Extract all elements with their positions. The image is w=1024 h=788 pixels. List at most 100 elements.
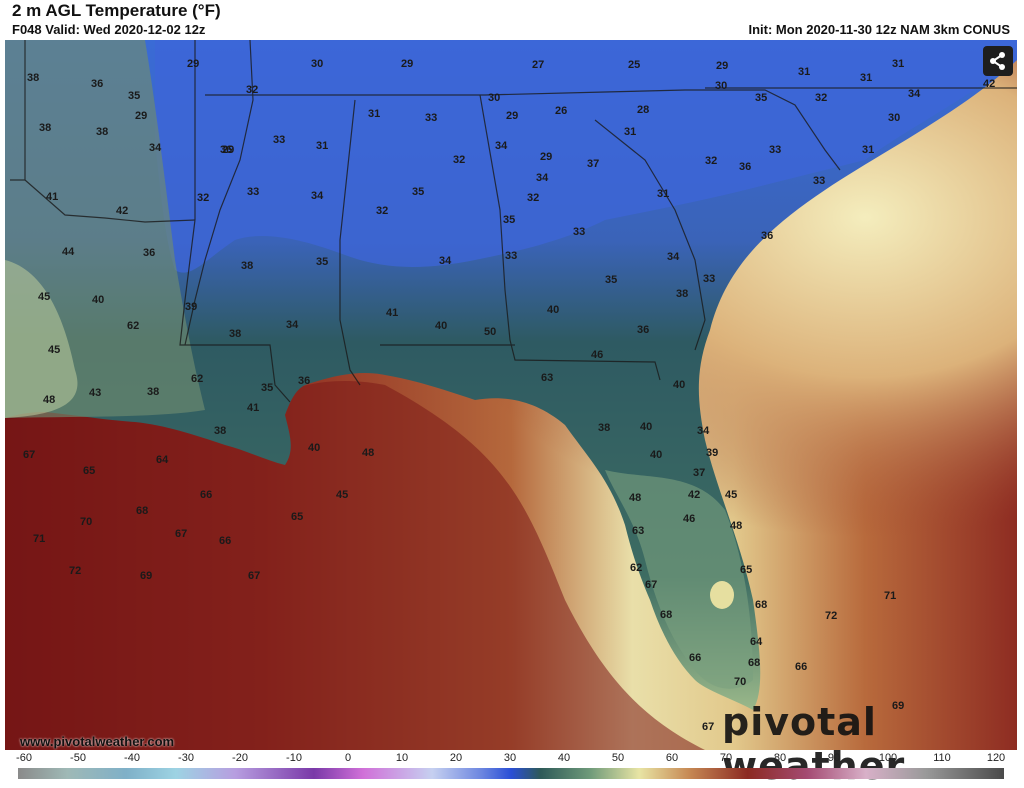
temperature-value: 38	[27, 72, 39, 84]
temperature-value: 48	[629, 492, 641, 504]
temperature-value: 35	[503, 214, 515, 226]
temperature-value: 34	[667, 251, 680, 263]
temperature-value: 33	[769, 144, 781, 156]
legend-tick: -20	[232, 752, 248, 764]
temperature-value: 29	[222, 144, 234, 156]
temperature-value: 45	[38, 291, 50, 303]
temperature-value: 40	[435, 320, 447, 332]
temperature-value: 38	[598, 422, 610, 434]
temperature-value: 33	[573, 226, 585, 238]
legend-tick: 0	[344, 752, 352, 764]
temperature-value: 67	[702, 721, 714, 733]
temperature-value: 31	[860, 72, 872, 84]
temperature-value: 32	[197, 192, 209, 204]
temperature-value: 31	[798, 66, 810, 78]
temperature-value: 67	[175, 528, 187, 540]
legend-tick: 30	[503, 752, 517, 764]
temperature-value: 42	[116, 205, 128, 217]
temperature-value: 31	[892, 58, 904, 70]
temperature-value: 66	[795, 661, 807, 673]
legend-tick: -50	[70, 752, 86, 764]
temperature-value: 68	[748, 657, 760, 669]
temperature-value: 69	[892, 700, 904, 712]
temperature-value: 48	[730, 520, 742, 532]
temperature-value: 38	[96, 126, 108, 138]
temperature-value: 32	[453, 154, 465, 166]
temperature-value: 39	[185, 301, 197, 313]
temperature-value: 28	[637, 104, 649, 116]
temperature-value: 36	[91, 78, 103, 90]
temperature-value: 30	[715, 80, 727, 92]
temperature-value: 31	[862, 144, 874, 156]
temperature-value: 67	[645, 579, 657, 591]
temperature-value: 45	[725, 489, 737, 501]
temperature-value: 41	[386, 307, 398, 319]
legend-tick: 10	[395, 752, 409, 764]
temperature-value: 27	[532, 59, 544, 71]
temperature-value: 33	[813, 175, 825, 187]
temperature-value: 65	[740, 564, 752, 576]
legend-tick: -30	[178, 752, 194, 764]
temperature-value: 35	[261, 382, 273, 394]
temperature-value: 40	[308, 442, 320, 454]
legend-tick: 110	[933, 752, 951, 764]
temperature-value: 36	[298, 375, 310, 387]
legend-tick: -60	[16, 752, 32, 764]
temperature-value: 35	[755, 92, 767, 104]
temperature-value: 29	[540, 151, 552, 163]
temperature-value: 44	[62, 246, 75, 258]
lake-okeechobee	[710, 581, 734, 609]
temperature-value: 32	[815, 92, 827, 104]
temperature-value: 29	[401, 58, 413, 70]
temperature-value: 29	[135, 110, 147, 122]
temperature-value: 62	[191, 373, 203, 385]
temperature-value: 33	[425, 112, 437, 124]
temperature-value: 36	[739, 161, 751, 173]
temperature-value: 34	[311, 190, 324, 202]
temperature-value: 71	[33, 533, 45, 545]
temperature-value: 39	[706, 447, 718, 459]
temperature-value: 45	[336, 489, 348, 501]
temperature-value: 46	[683, 513, 695, 525]
temperature-value: 63	[541, 372, 553, 384]
temperature-value: 46	[591, 349, 603, 361]
legend-tick: -40	[124, 752, 140, 764]
state-boundaries	[10, 40, 1017, 403]
temperature-value: 38	[39, 122, 51, 134]
temperature-value: 35	[605, 274, 617, 286]
temperature-value: 62	[127, 320, 139, 332]
legend-tick: 70	[719, 752, 733, 764]
website-url[interactable]: www.pivotalweather.com	[20, 734, 175, 749]
temperature-value: 71	[884, 590, 896, 602]
temperature-value: 66	[200, 489, 212, 501]
temperature-map[interactable]: 38 36 35 29 38 38 34 29 41 42 36 44 45 4…	[5, 40, 1017, 750]
temperature-value: 42	[983, 78, 995, 90]
temperature-value: 29	[506, 110, 518, 122]
legend-tick: 90	[827, 752, 841, 764]
temperature-value: 40	[673, 379, 685, 391]
temperature-value: 62	[630, 562, 642, 574]
temperature-value: 34	[908, 88, 921, 100]
temperature-value: 41	[247, 402, 259, 414]
temperature-value: 38	[229, 328, 241, 340]
temperature-value: 36	[143, 247, 155, 259]
legend-tick: 20	[449, 752, 463, 764]
temperature-value: 65	[83, 465, 95, 477]
temperature-value: 38	[147, 386, 159, 398]
temperature-value: 35	[128, 90, 140, 102]
share-button[interactable]	[983, 46, 1013, 76]
share-icon	[990, 52, 1005, 70]
temperature-value: 36	[637, 324, 649, 336]
chart-title: 2 m AGL Temperature (°F)	[12, 1, 221, 20]
temperature-value: 34	[697, 425, 710, 437]
temperature-value: 42	[688, 489, 700, 501]
temperature-value: 35	[316, 256, 328, 268]
temperature-value: 38	[241, 260, 253, 272]
temperature-value: 34	[286, 319, 299, 331]
florida-peninsula	[605, 470, 753, 689]
temperature-value: 26	[555, 105, 567, 117]
temperature-value: 45	[48, 344, 60, 356]
temperature-values: 38 36 35 29 38 38 34 29 41 42 36 44 45 4…	[23, 58, 995, 733]
legend-tick: 50	[611, 752, 625, 764]
temperature-value: 25	[628, 59, 640, 71]
